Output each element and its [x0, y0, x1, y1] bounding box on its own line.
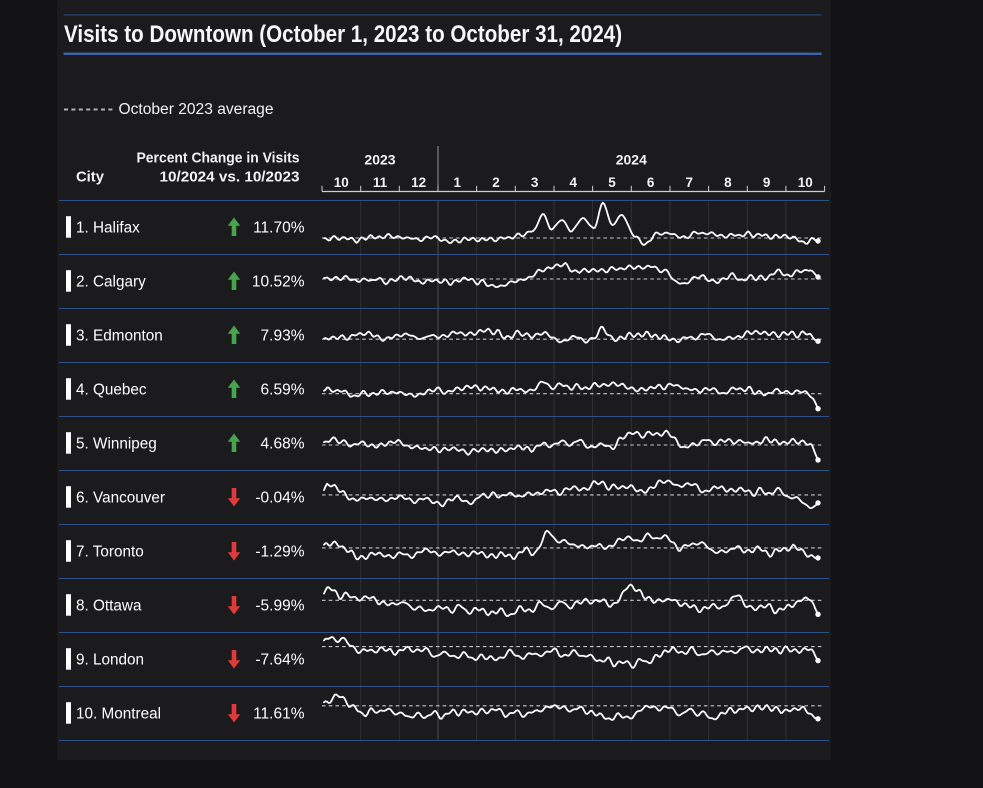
- svg-text:11.61%: 11.61%: [253, 706, 305, 723]
- svg-text:2. Calgary: 2. Calgary: [76, 273, 146, 290]
- svg-text:1: 1: [454, 175, 462, 190]
- svg-text:4: 4: [570, 175, 578, 190]
- svg-text:7. Toronto: 7. Toronto: [76, 543, 144, 560]
- svg-text:12: 12: [411, 175, 426, 190]
- svg-text:2024: 2024: [616, 152, 647, 168]
- svg-text:3. Edmonton: 3. Edmonton: [76, 327, 163, 344]
- svg-text:10: 10: [334, 175, 349, 190]
- svg-text:-1.29%: -1.29%: [255, 544, 304, 561]
- svg-text:-0.04%: -0.04%: [255, 490, 304, 507]
- svg-text:4. Quebec: 4. Quebec: [76, 381, 147, 398]
- svg-text:9: 9: [763, 175, 771, 190]
- svg-text:8: 8: [724, 175, 732, 190]
- svg-text:11.70%: 11.70%: [253, 220, 305, 237]
- svg-text:6. Vancouver: 6. Vancouver: [76, 489, 165, 506]
- svg-text:9. London: 9. London: [76, 651, 144, 668]
- svg-text:City: City: [76, 170, 105, 186]
- svg-text:Visits to Downtown (October 1,: Visits to Downtown (October 1, 2023 to O…: [64, 20, 622, 47]
- svg-text:6: 6: [647, 175, 655, 190]
- svg-text:11: 11: [373, 175, 388, 190]
- svg-text:6.59%: 6.59%: [261, 382, 305, 399]
- svg-text:1. Halifax: 1. Halifax: [76, 219, 140, 236]
- svg-text:7.93%: 7.93%: [261, 328, 305, 345]
- svg-text:7: 7: [686, 175, 694, 190]
- svg-text:2023: 2023: [364, 152, 395, 168]
- svg-text:Percent Change in Visits: Percent Change in Visits: [137, 151, 300, 167]
- svg-text:2: 2: [492, 175, 500, 190]
- svg-text:4.68%: 4.68%: [261, 436, 305, 453]
- svg-text:10: 10: [798, 175, 813, 190]
- svg-text:10.52%: 10.52%: [252, 274, 305, 291]
- svg-text:5. Winnipeg: 5. Winnipeg: [76, 435, 157, 452]
- svg-text:10/2024 vs. 10/2023: 10/2024 vs. 10/2023: [160, 170, 300, 186]
- svg-text:-7.64%: -7.64%: [255, 652, 304, 669]
- svg-text:5: 5: [608, 175, 616, 190]
- svg-text:10. Montreal: 10. Montreal: [76, 705, 161, 722]
- svg-text:8. Ottawa: 8. Ottawa: [76, 597, 142, 614]
- svg-text:October 2023 average: October 2023 average: [119, 101, 274, 118]
- svg-text:3: 3: [531, 175, 539, 190]
- svg-text:-5.99%: -5.99%: [255, 598, 304, 615]
